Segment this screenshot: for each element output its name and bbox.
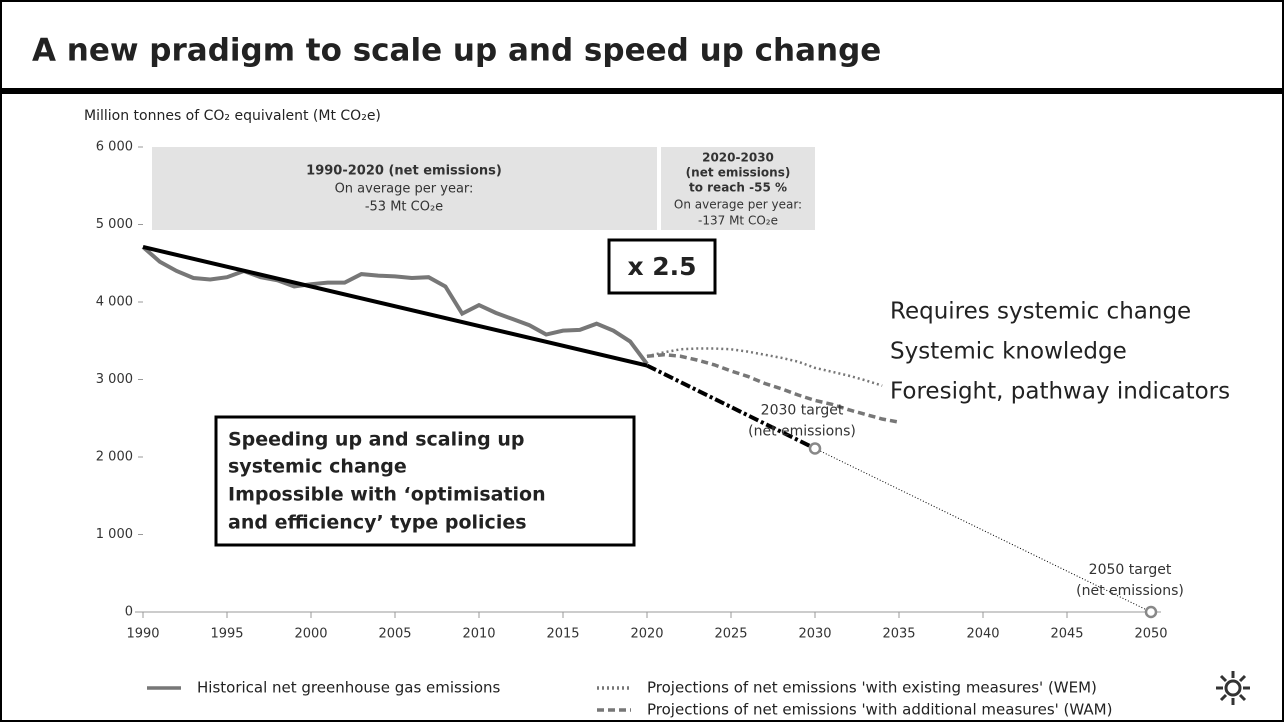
y-tick-label: 2 000: [96, 450, 133, 465]
x-tick-label: 1995: [210, 627, 243, 642]
factor-text: x 2.5: [627, 252, 696, 281]
x-tick-label: 1990: [126, 627, 159, 642]
target-label: (net emissions): [1076, 583, 1184, 599]
period-text: On average per year:: [674, 198, 802, 212]
series-line: [646, 347, 883, 387]
x-tick-label: 2005: [378, 627, 411, 642]
legend-label: Historical net greenhouse gas emissions: [197, 679, 501, 697]
trend-line: [646, 363, 816, 451]
trend-line: [814, 448, 1152, 613]
period-text: to reach -55 %: [689, 181, 787, 195]
y-tick-label: 3 000: [96, 372, 133, 387]
trend-line: [142, 245, 648, 368]
slide-title: A new pradigm to scale up and speed up c…: [32, 33, 881, 69]
x-tick-label: 2035: [882, 627, 915, 642]
y-tick-label: 0: [125, 605, 133, 620]
speeding-text: systemic change: [228, 456, 407, 478]
period-text: -53 Mt CO₂e: [365, 200, 443, 215]
requires-text: Foresight, pathway indicators: [890, 379, 1230, 405]
header-bar: [2, 88, 1282, 94]
legend-label: Projections of net emissions 'with addit…: [647, 701, 1112, 719]
period-box: [661, 147, 815, 230]
x-tick-label: 2015: [546, 627, 579, 642]
target-label: 2050 target: [1089, 562, 1172, 578]
x-tick-label: 2020: [630, 627, 663, 642]
x-tick-label: 2045: [1050, 627, 1083, 642]
target-marker: [1144, 605, 1158, 619]
period-text: 1990-2020 (net emissions): [306, 164, 502, 179]
x-tick-label: 2000: [294, 627, 327, 642]
legend-label: Projections of net emissions 'with exist…: [647, 679, 1097, 697]
period-box: [152, 147, 657, 230]
x-tick-label: 2040: [966, 627, 999, 642]
target-marker: [808, 442, 822, 455]
period-text: -137 Mt CO₂e: [698, 214, 778, 228]
logo: [1216, 671, 1250, 705]
y-tick-label: 6 000: [96, 140, 133, 155]
speeding-box: [214, 415, 636, 547]
target-label: (net emissions): [748, 423, 856, 439]
y-tick-label: 5 000: [96, 217, 133, 232]
requires-text: Systemic knowledge: [890, 339, 1127, 365]
target-label: 2030 target: [761, 402, 844, 418]
y-tick-label: 4 000: [96, 295, 133, 310]
speeding-text: Impossible with ‘optimisation: [228, 484, 546, 506]
factor-box: [607, 238, 717, 295]
period-text: (net emissions): [686, 166, 791, 180]
x-tick-label: 2030: [798, 627, 831, 642]
y-axis-label: Million tonnes of CO₂ equivalent (Mt CO₂…: [84, 108, 381, 124]
requires-text: Requires systemic change: [890, 299, 1191, 325]
x-tick-label: 2050: [1134, 627, 1167, 642]
y-tick-label: 1 000: [96, 527, 133, 542]
series-line: [141, 245, 649, 366]
x-tick-label: 2025: [714, 627, 747, 642]
period-text: On average per year:: [335, 182, 474, 197]
speeding-text: Speeding up and scaling up: [228, 429, 525, 451]
speeding-text: and efficiency’ type policies: [228, 512, 527, 534]
period-text: 2020-2030: [702, 151, 774, 165]
x-tick-label: 2010: [462, 627, 495, 642]
